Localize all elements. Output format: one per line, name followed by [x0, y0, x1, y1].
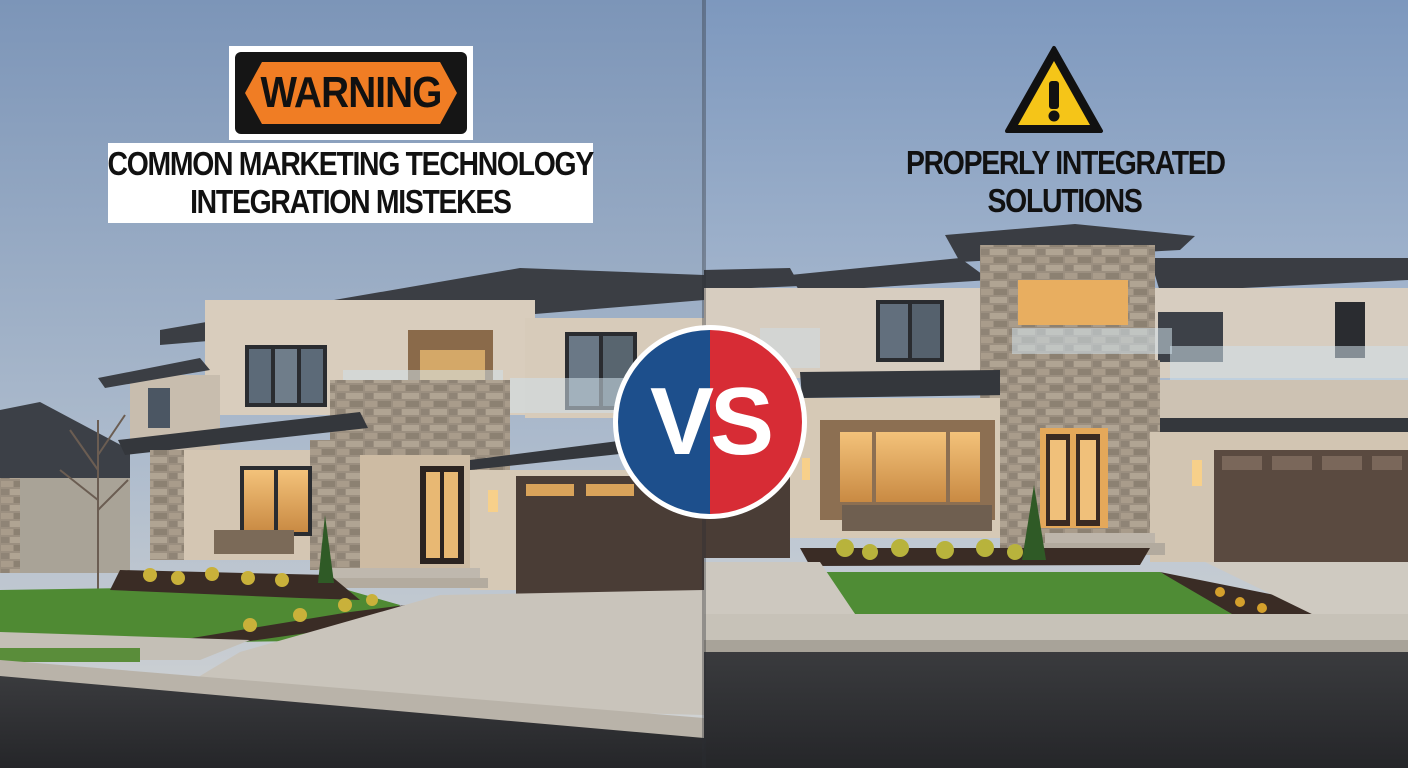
- vs-badge-circle: [613, 325, 807, 519]
- vs-text: VS: [649, 368, 774, 475]
- left-caption: COMMON MARKETING TECHNOLOGY INTEGRATION …: [107, 143, 595, 223]
- right-caption: PROPERLY INTEGRATED SOLUTIONS: [860, 142, 1270, 222]
- warning-triangle-icon: [1005, 46, 1103, 133]
- right-caption-line-1: PROPERLY INTEGRATED: [905, 144, 1226, 181]
- vs-badge: VS: [612, 324, 808, 520]
- warning-sign-text: WARNING: [260, 68, 443, 117]
- left-caption-line-1: COMMON MARKETING TECHNOLOGY: [107, 145, 595, 182]
- warning-sign-panel: WARNING: [229, 46, 473, 140]
- right-photo: [704, 0, 1408, 768]
- warning-sign-plate: [245, 62, 457, 124]
- left-caption-line-2: INTEGRATION MISTEKES: [190, 183, 512, 220]
- right-caption-line-2: SOLUTIONS: [988, 182, 1143, 219]
- warning-sign: WARNING: [235, 52, 467, 134]
